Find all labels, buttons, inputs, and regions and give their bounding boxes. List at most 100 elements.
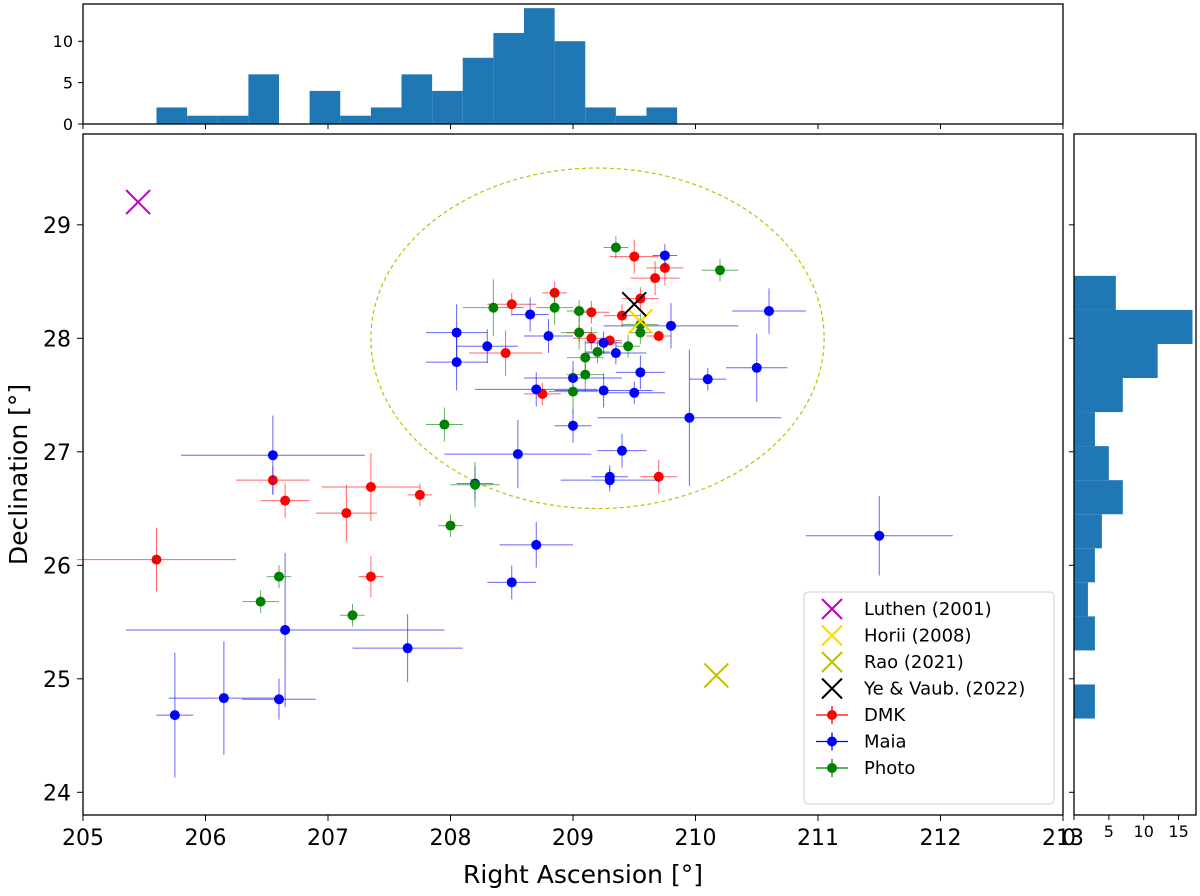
x-marker-stroke-b	[627, 308, 654, 334]
dec-hist-frame	[1073, 133, 1197, 816]
data-point-maia	[525, 309, 536, 320]
data-point-dmk	[365, 481, 376, 492]
ra-hist-ytick-label: 10	[53, 32, 73, 51]
legend-x-marker-stroke-b	[821, 651, 843, 673]
ra-hist-bar	[585, 107, 616, 124]
data-point-photo	[549, 302, 560, 313]
ra-hist-bar	[615, 115, 647, 124]
ra-hist-bar	[248, 74, 279, 124]
marker-0	[125, 189, 151, 215]
data-point-photo	[274, 571, 284, 582]
series-dmk	[76, 239, 684, 598]
x-tick-label: 206	[185, 826, 227, 851]
data-point-maia	[482, 341, 493, 352]
legend-x-marker-stroke-b	[821, 624, 843, 647]
data-point-maia	[451, 327, 462, 338]
y-tick-label: 27	[43, 441, 71, 466]
x-tick-label: 208	[430, 826, 472, 851]
legend: Luthen (2001) Horii (2008) Rao (2021) Ye & …	[803, 591, 1055, 805]
legend-entry: Horii (2008)	[821, 624, 972, 647]
data-point-maia	[702, 374, 713, 385]
data-point-maia	[218, 693, 229, 704]
ra-hist-bar	[370, 107, 402, 124]
data-point-maia	[635, 367, 646, 378]
ra-hist-bar	[432, 90, 463, 124]
data-point-maia	[764, 306, 774, 317]
legend-label: Horii (2008)	[864, 626, 972, 647]
data-point-dmk	[506, 299, 517, 310]
ra-hist-bar	[401, 74, 433, 124]
data-point-photo	[574, 306, 585, 317]
data-point-maia	[874, 530, 885, 541]
data-point-dmk	[414, 489, 425, 500]
legend-point	[827, 763, 837, 773]
ra-hist-ytick-label: 5	[63, 74, 73, 93]
data-point-photo	[445, 520, 456, 531]
data-point-maia	[629, 387, 640, 398]
marker-1	[627, 308, 654, 334]
data-point-photo	[347, 610, 358, 621]
data-point-maia	[684, 412, 695, 423]
data-point-dmk	[653, 471, 664, 482]
ra-histogram-panel: 0 5 10	[53, 3, 1064, 134]
data-point-photo	[592, 346, 603, 357]
data-point-maia	[617, 445, 627, 456]
x-tick-label: 213	[1042, 826, 1084, 851]
dec-hist-xtick-label: 5	[1104, 822, 1114, 841]
legend-label: Ye & Vaub. (2022)	[863, 679, 1025, 700]
data-point-maia	[598, 385, 609, 396]
dec-hist-bar	[1074, 446, 1109, 481]
data-point-dmk	[586, 333, 597, 344]
dec-hist-xtick-zero-label: 0	[1062, 826, 1076, 851]
legend-point	[827, 710, 837, 720]
data-point-maia	[274, 694, 284, 705]
legend-label: Maia	[864, 732, 907, 753]
series-photo	[242, 236, 739, 627]
data-point-photo	[439, 419, 450, 430]
data-point-maia	[512, 449, 523, 460]
x-tick-label: 211	[797, 826, 839, 851]
legend-x-marker-stroke-b	[821, 677, 843, 700]
legend-point	[827, 736, 837, 747]
data-point-dmk	[151, 554, 162, 565]
data-point-maia	[598, 337, 609, 348]
legend-entry: Rao (2021)	[821, 651, 964, 673]
x-tick-label: 209	[552, 826, 594, 851]
data-point-maia	[267, 450, 278, 461]
dec-hist-bar	[1074, 616, 1095, 651]
dec-hist-bar	[1074, 514, 1102, 549]
legend-entry: Luthen (2001)	[821, 598, 992, 620]
ra-hist-bar	[309, 90, 341, 124]
data-point-maia	[506, 577, 517, 588]
data-point-dmk	[500, 348, 511, 359]
dec-hist-bar	[1074, 412, 1095, 447]
data-point-dmk	[629, 251, 640, 262]
data-point-photo	[635, 319, 646, 330]
data-point-photo	[470, 479, 480, 490]
x-marker-stroke-b	[703, 662, 730, 689]
dec-hist-bar	[1074, 684, 1095, 719]
x-tick-label: 212	[920, 826, 962, 851]
data-point-dmk	[653, 331, 664, 342]
y-tick-label: 29	[43, 214, 71, 239]
legend-entry: Photo	[816, 758, 915, 779]
dec-hist-xtick-label: 10	[1134, 822, 1154, 841]
data-point-maia	[402, 643, 413, 654]
x-marker-stroke-b	[621, 291, 647, 317]
data-point-photo	[715, 265, 725, 276]
legend-entry: Ye & Vaub. (2022)	[821, 677, 1025, 700]
data-point-maia	[543, 331, 554, 342]
x-marker-stroke-b	[125, 189, 151, 215]
y-tick-label: 28	[43, 327, 71, 352]
ra-hist-bar	[646, 107, 678, 124]
data-point-maia	[751, 362, 762, 373]
dec-hist-xtick-label: 15	[1168, 822, 1188, 841]
y-axis-title: Declination [°]	[4, 384, 33, 565]
data-point-dmk	[659, 262, 670, 273]
data-point-maia	[568, 420, 578, 431]
legend-label: Rao (2021)	[864, 652, 964, 673]
data-point-dmk	[365, 571, 376, 582]
series-maia	[125, 244, 953, 778]
data-point-dmk	[586, 307, 597, 318]
